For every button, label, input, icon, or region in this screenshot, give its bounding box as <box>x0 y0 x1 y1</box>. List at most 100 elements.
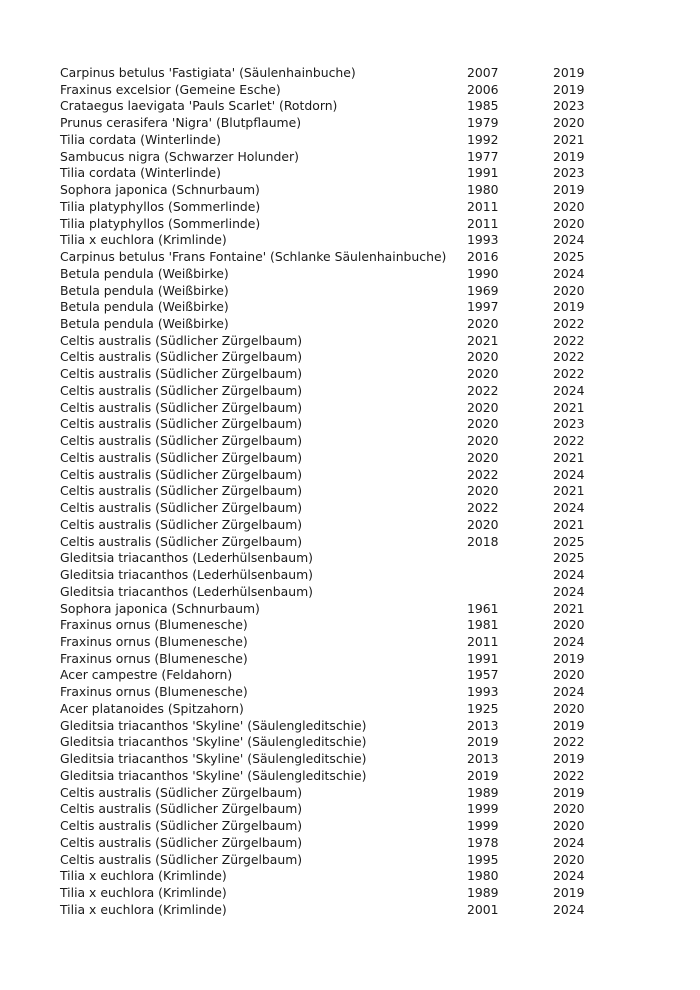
tree-table: Carpinus betulus 'Fastigiata' (Säulenhai… <box>60 65 600 918</box>
year-2-cell: 2020 <box>553 215 585 231</box>
year-1-cell: 1991 <box>467 165 499 181</box>
tree-name-cell: Tilia cordata (Winterlinde) <box>60 165 221 181</box>
table-row: Fraxinus excelsior (Gemeine Esche) 2006 20… <box>60 82 600 99</box>
year-1-cell: 1981 <box>467 617 499 633</box>
year-1-cell: 2018 <box>467 533 499 549</box>
year-1-cell: 1992 <box>467 131 499 147</box>
table-row: Celtis australis (Südlicher Zürgelbaum) 2… <box>60 366 600 383</box>
year-2-cell: 2022 <box>553 332 585 348</box>
year-2-cell: 2024 <box>553 567 585 583</box>
tree-name-cell: Celtis australis (Südlicher Zürgelbaum) <box>60 483 303 499</box>
tree-name-cell: Celtis australis (Südlicher Zürgelbaum) <box>60 851 303 867</box>
year-1-cell: 1980 <box>467 182 499 198</box>
tree-name-cell: Prunus cerasifera 'Nigra' (Blutpflaume) <box>60 115 302 131</box>
table-row: Acer campestre (Feldahorn) 1957 2020 <box>60 667 600 684</box>
year-1-cell: 2013 <box>467 751 499 767</box>
year-2-cell: 2019 <box>553 182 585 198</box>
year-1-cell: 2001 <box>467 901 499 917</box>
year-1-cell: 2020 <box>467 399 499 415</box>
tree-name-cell: Fraxinus ornus (Blumenesche) <box>60 633 248 649</box>
table-row: Celtis australis (Südlicher Zürgelbaum) 2… <box>60 433 600 450</box>
table-row: Gleditsia triacanthos 'Skyline' (Säuleng… <box>60 751 600 768</box>
year-2-cell: 2025 <box>553 249 585 265</box>
year-1-cell: 1979 <box>467 115 499 131</box>
year-2-cell: 2025 <box>553 550 585 566</box>
table-row: Gleditsia triacanthos (Lederhülsenbaum) 2… <box>60 567 600 584</box>
year-1-cell: 2011 <box>467 198 499 214</box>
tree-name-cell: Betula pendula (Weißbirke) <box>60 282 229 298</box>
table-row: Celtis australis (Südlicher Zürgelbaum) 2… <box>60 483 600 500</box>
table-row: Gleditsia triacanthos 'Skyline' (Säuleng… <box>60 768 600 785</box>
year-2-cell: 2023 <box>553 416 585 432</box>
table-row: Fraxinus ornus (Blumenesche) 1993 2024 <box>60 684 600 701</box>
year-2-cell: 2022 <box>553 366 585 382</box>
year-1-cell: 2020 <box>467 449 499 465</box>
year-1-cell: 1999 <box>467 801 499 817</box>
year-2-cell: 2019 <box>553 65 585 80</box>
table-row: Celtis australis (Südlicher Zürgelbaum) 2… <box>60 517 600 534</box>
year-2-cell: 2024 <box>553 583 585 599</box>
table-row: Acer platanoides (Spitzahorn) 1925 2020 <box>60 701 600 718</box>
year-1-cell: 2020 <box>467 516 499 532</box>
tree-name-cell: Tilia cordata (Winterlinde) <box>60 131 221 147</box>
year-2-cell: 2025 <box>553 533 585 549</box>
table-row: Celtis australis (Südlicher Zürgelbaum) 2… <box>60 450 600 467</box>
tree-name-cell: Fraxinus excelsior (Gemeine Esche) <box>60 81 281 97</box>
year-2-cell: 2021 <box>553 449 585 465</box>
table-row: Tilia x euchlora (Krimlinde) 1993 2024 <box>60 232 600 249</box>
year-2-cell: 2022 <box>553 349 585 365</box>
tree-name-cell: Betula pendula (Weißbirke) <box>60 316 229 332</box>
year-1-cell: 1989 <box>467 784 499 800</box>
tree-name-cell: Fraxinus ornus (Blumenesche) <box>60 617 248 633</box>
table-row: Celtis australis (Südlicher Zürgelbaum) 2… <box>60 333 600 350</box>
year-2-cell: 2019 <box>553 148 585 164</box>
year-2-cell: 2023 <box>553 165 585 181</box>
tree-name-cell: Celtis australis (Südlicher Zürgelbaum) <box>60 516 303 532</box>
table-row: Tilia platyphyllos (Sommerlinde) 2011 2020 <box>60 199 600 216</box>
year-1-cell: 1993 <box>467 232 499 248</box>
tree-name-cell: Betula pendula (Weißbirke) <box>60 299 229 315</box>
year-2-cell: 2024 <box>553 500 585 516</box>
tree-name-cell: Celtis australis (Südlicher Zürgelbaum) <box>60 466 303 482</box>
year-1-cell: 2013 <box>467 717 499 733</box>
tree-name-cell: Gleditsia triacanthos (Lederhülsenbaum) <box>60 567 313 583</box>
year-2-cell: 2019 <box>553 299 585 315</box>
year-2-cell: 2019 <box>553 650 585 666</box>
year-2-cell: 2023 <box>553 98 585 114</box>
year-2-cell: 2020 <box>553 617 585 633</box>
tree-name-cell: Gleditsia triacanthos (Lederhülsenbaum) <box>60 550 313 566</box>
tree-name-cell: Celtis australis (Südlicher Zürgelbaum) <box>60 416 303 432</box>
table-row: Celtis australis (Südlicher Zürgelbaum) 1… <box>60 785 600 802</box>
table-row: Betula pendula (Weißbirke) 2020 2022 <box>60 316 600 333</box>
tree-name-cell: Celtis australis (Südlicher Zürgelbaum) <box>60 349 303 365</box>
year-1-cell: 2021 <box>467 332 499 348</box>
year-1-cell: 1980 <box>467 868 499 884</box>
year-2-cell: 2019 <box>553 717 585 733</box>
table-row: Betula pendula (Weißbirke) 1969 2020 <box>60 283 600 300</box>
table-row: Celtis australis (Südlicher Zürgelbaum) 1… <box>60 852 600 869</box>
tree-name-cell: Celtis australis (Südlicher Zürgelbaum) <box>60 449 303 465</box>
year-1-cell: 1991 <box>467 650 499 666</box>
year-2-cell: 2019 <box>553 884 585 900</box>
year-1-cell: 2011 <box>467 215 499 231</box>
table-row: Sambucus nigra (Schwarzer Holunder) 1977 2… <box>60 149 600 166</box>
table-row: Celtis australis (Südlicher Zürgelbaum) 2… <box>60 416 600 433</box>
tree-name-cell: Celtis australis (Südlicher Zürgelbaum) <box>60 533 303 549</box>
tree-name-cell: Fraxinus ornus (Blumenesche) <box>60 650 248 666</box>
year-1-cell: 2020 <box>467 366 499 382</box>
table-row: Celtis australis (Südlicher Zürgelbaum) 2… <box>60 400 600 417</box>
year-1-cell: 1989 <box>467 884 499 900</box>
year-1-cell: 1969 <box>467 282 499 298</box>
tree-name-cell: Sophora japonica (Schnurbaum) <box>60 182 260 198</box>
tree-name-cell: Celtis australis (Südlicher Zürgelbaum) <box>60 500 303 516</box>
year-2-cell: 2024 <box>553 633 585 649</box>
year-2-cell: 2021 <box>553 399 585 415</box>
tree-name-cell: Celtis australis (Südlicher Zürgelbaum) <box>60 784 303 800</box>
tree-name-cell: Fraxinus ornus (Blumenesche) <box>60 684 248 700</box>
year-2-cell: 2020 <box>553 801 585 817</box>
table-row: Tilia cordata (Winterlinde) 1991 2023 <box>60 165 600 182</box>
year-2-cell: 2022 <box>553 767 585 783</box>
tree-name-cell: Celtis australis (Südlicher Zürgelbaum) <box>60 332 303 348</box>
table-row: Sophora japonica (Schnurbaum) 1961 2021 <box>60 601 600 618</box>
tree-name-cell: Tilia x euchlora (Krimlinde) <box>60 868 227 884</box>
